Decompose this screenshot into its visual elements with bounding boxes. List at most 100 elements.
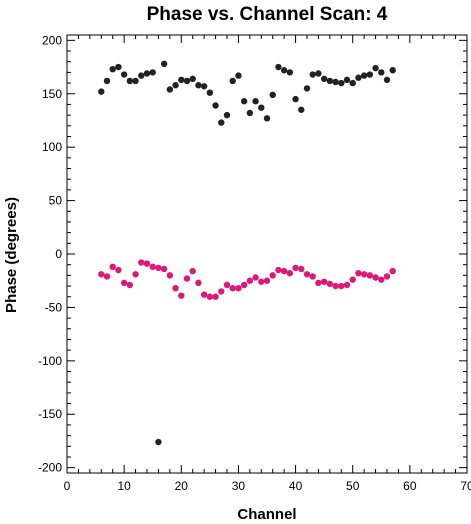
- data-point-series-1: [360, 72, 368, 79]
- x-tick-label: 50: [346, 479, 360, 493]
- data-point-series-2: [115, 266, 122, 274]
- y-tick-label: 0: [55, 247, 62, 261]
- data-point-series-2: [109, 263, 116, 271]
- chart-title: Phase vs. Channel Scan: 4: [147, 4, 388, 25]
- data-point-series-1: [143, 70, 151, 77]
- data-point-series-1: [309, 71, 316, 78]
- data-point-series-1: [383, 76, 391, 84]
- data-point-series-1: [338, 79, 345, 87]
- data-point-series-2: [183, 275, 191, 282]
- x-tick-label: 20: [175, 479, 189, 493]
- data-point-series-2: [223, 281, 231, 289]
- data-point-series-2: [120, 279, 128, 287]
- data-point-series-1: [378, 69, 385, 76]
- data-point-series-2: [166, 272, 174, 279]
- data-point-series-1: [200, 83, 208, 90]
- data-point-series-2: [338, 282, 345, 290]
- data-point-series-2: [149, 263, 156, 271]
- data-point-series-1: [149, 69, 156, 76]
- x-tick-label: 30: [232, 479, 246, 493]
- data-point-series-2: [372, 274, 379, 281]
- data-point-series-1: [320, 75, 328, 83]
- data-point-series-2: [269, 272, 276, 279]
- data-point-series-1: [206, 89, 214, 96]
- data-point-series-1: [155, 438, 162, 446]
- x-tick-label: 10: [117, 479, 131, 493]
- data-point-series-1: [98, 88, 105, 95]
- data-point-series-1: [389, 67, 396, 74]
- data-point-series-1: [103, 77, 111, 85]
- y-tick-label: -150: [38, 407, 62, 421]
- data-point-series-1: [160, 60, 168, 68]
- data-point-series-1: [275, 63, 282, 71]
- data-point-series-1: [218, 119, 225, 126]
- data-point-series-2: [286, 270, 294, 277]
- y-tick-label: -100: [38, 354, 62, 368]
- data-point-series-1: [252, 98, 259, 105]
- y-axis-label: Phase (degrees): [3, 197, 20, 313]
- data-point-series-2: [229, 284, 236, 292]
- data-point-series-2: [200, 291, 208, 298]
- data-point-series-1: [258, 104, 265, 111]
- data-point-series-1: [366, 71, 374, 78]
- data-point-series-2: [326, 280, 334, 288]
- data-point-series-1: [126, 77, 134, 85]
- data-point-series-2: [343, 281, 351, 289]
- data-point-series-2: [332, 282, 339, 290]
- data-point-series-1: [292, 95, 299, 103]
- data-point-series-1: [355, 74, 362, 81]
- data-point-series-2: [138, 259, 145, 266]
- data-point-series-2: [275, 266, 282, 274]
- data-point-series-2: [360, 271, 368, 278]
- data-point-series-1: [109, 65, 116, 73]
- x-axis-label: Channel: [237, 506, 296, 523]
- data-point-series-1: [263, 115, 271, 122]
- data-point-series-2: [303, 271, 311, 278]
- data-point-series-1: [138, 72, 145, 79]
- y-axis: -200 -150 -100 -50 0 50 100 150 200: [38, 33, 467, 475]
- data-point-series-2: [189, 267, 196, 275]
- data-point-series-2: [252, 274, 259, 281]
- y-tick-label: -50: [45, 300, 63, 314]
- data-point-series-1: [240, 98, 248, 105]
- data-point-series-2: [212, 293, 219, 300]
- data-point-series-1: [183, 77, 191, 85]
- data-point-series-2: [263, 277, 271, 284]
- x-tick-label: 0: [64, 479, 71, 493]
- y-tick-label: 150: [42, 87, 62, 101]
- data-point-series-1: [246, 109, 254, 117]
- data-point-series-2: [172, 284, 179, 292]
- data-point-series-2: [366, 272, 374, 279]
- data-point-series-2: [235, 284, 242, 292]
- data-point-series-1: [120, 71, 128, 78]
- data-point-series-1: [178, 76, 185, 84]
- y-tick-label: -200: [38, 461, 62, 475]
- data-point-series-2: [178, 292, 185, 299]
- data-point-series-2: [298, 265, 305, 273]
- data-point-series-2: [218, 288, 225, 295]
- data-point-series-1: [303, 85, 311, 92]
- data-point-series-1: [189, 75, 196, 83]
- data-point-series-1: [332, 78, 339, 86]
- data-point-series-2: [160, 265, 168, 273]
- x-tick-label: 40: [289, 479, 303, 493]
- x-axis: 0 10 20 30 40 50 60 70: [64, 35, 471, 493]
- data-point-series-1: [315, 70, 322, 77]
- data-point-series-2: [355, 270, 362, 277]
- data-point-series-2: [132, 271, 139, 278]
- x-tick-label: 60: [403, 479, 417, 493]
- data-point-series-1: [166, 86, 174, 93]
- plot-frame: [66, 34, 468, 474]
- data-point-series-2: [349, 276, 356, 283]
- y-tick-label: 200: [42, 33, 62, 47]
- data-point-series-2: [126, 281, 134, 289]
- data-point-series-1: [229, 77, 236, 85]
- data-point-series-2: [320, 278, 328, 285]
- data-point-series-1: [280, 67, 288, 74]
- x-tick-label: 70: [460, 479, 471, 493]
- data-point-series-1: [372, 64, 379, 72]
- y-tick-label: 50: [49, 194, 63, 208]
- data-point-series-2: [258, 278, 265, 285]
- data-point-series-2: [309, 273, 316, 280]
- data-point-series-2: [292, 264, 299, 272]
